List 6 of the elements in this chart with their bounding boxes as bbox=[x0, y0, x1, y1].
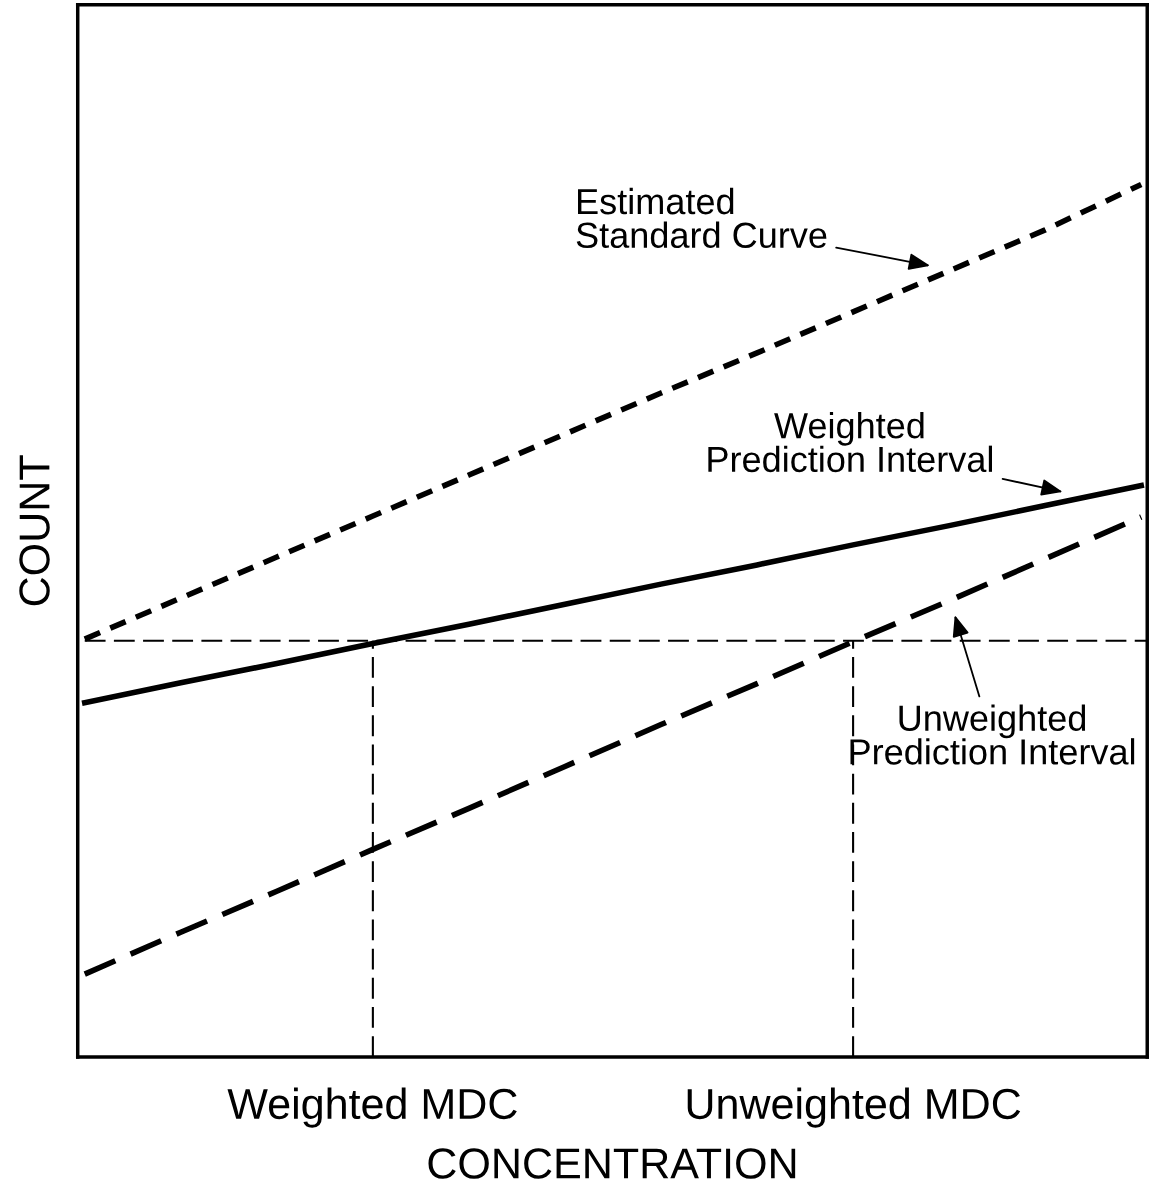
annotation: Estimated Standard Curve bbox=[576, 187, 827, 249]
annotation: Weighted Prediction Interval bbox=[708, 411, 993, 473]
y-axis-title: COUNT bbox=[19, 455, 50, 606]
x-tick-label: Weighted MDC bbox=[227, 1087, 517, 1128]
x-axis-title: CONCENTRATION bbox=[428, 1148, 796, 1179]
x-tick-label: Unweighted MDC bbox=[687, 1087, 1021, 1128]
